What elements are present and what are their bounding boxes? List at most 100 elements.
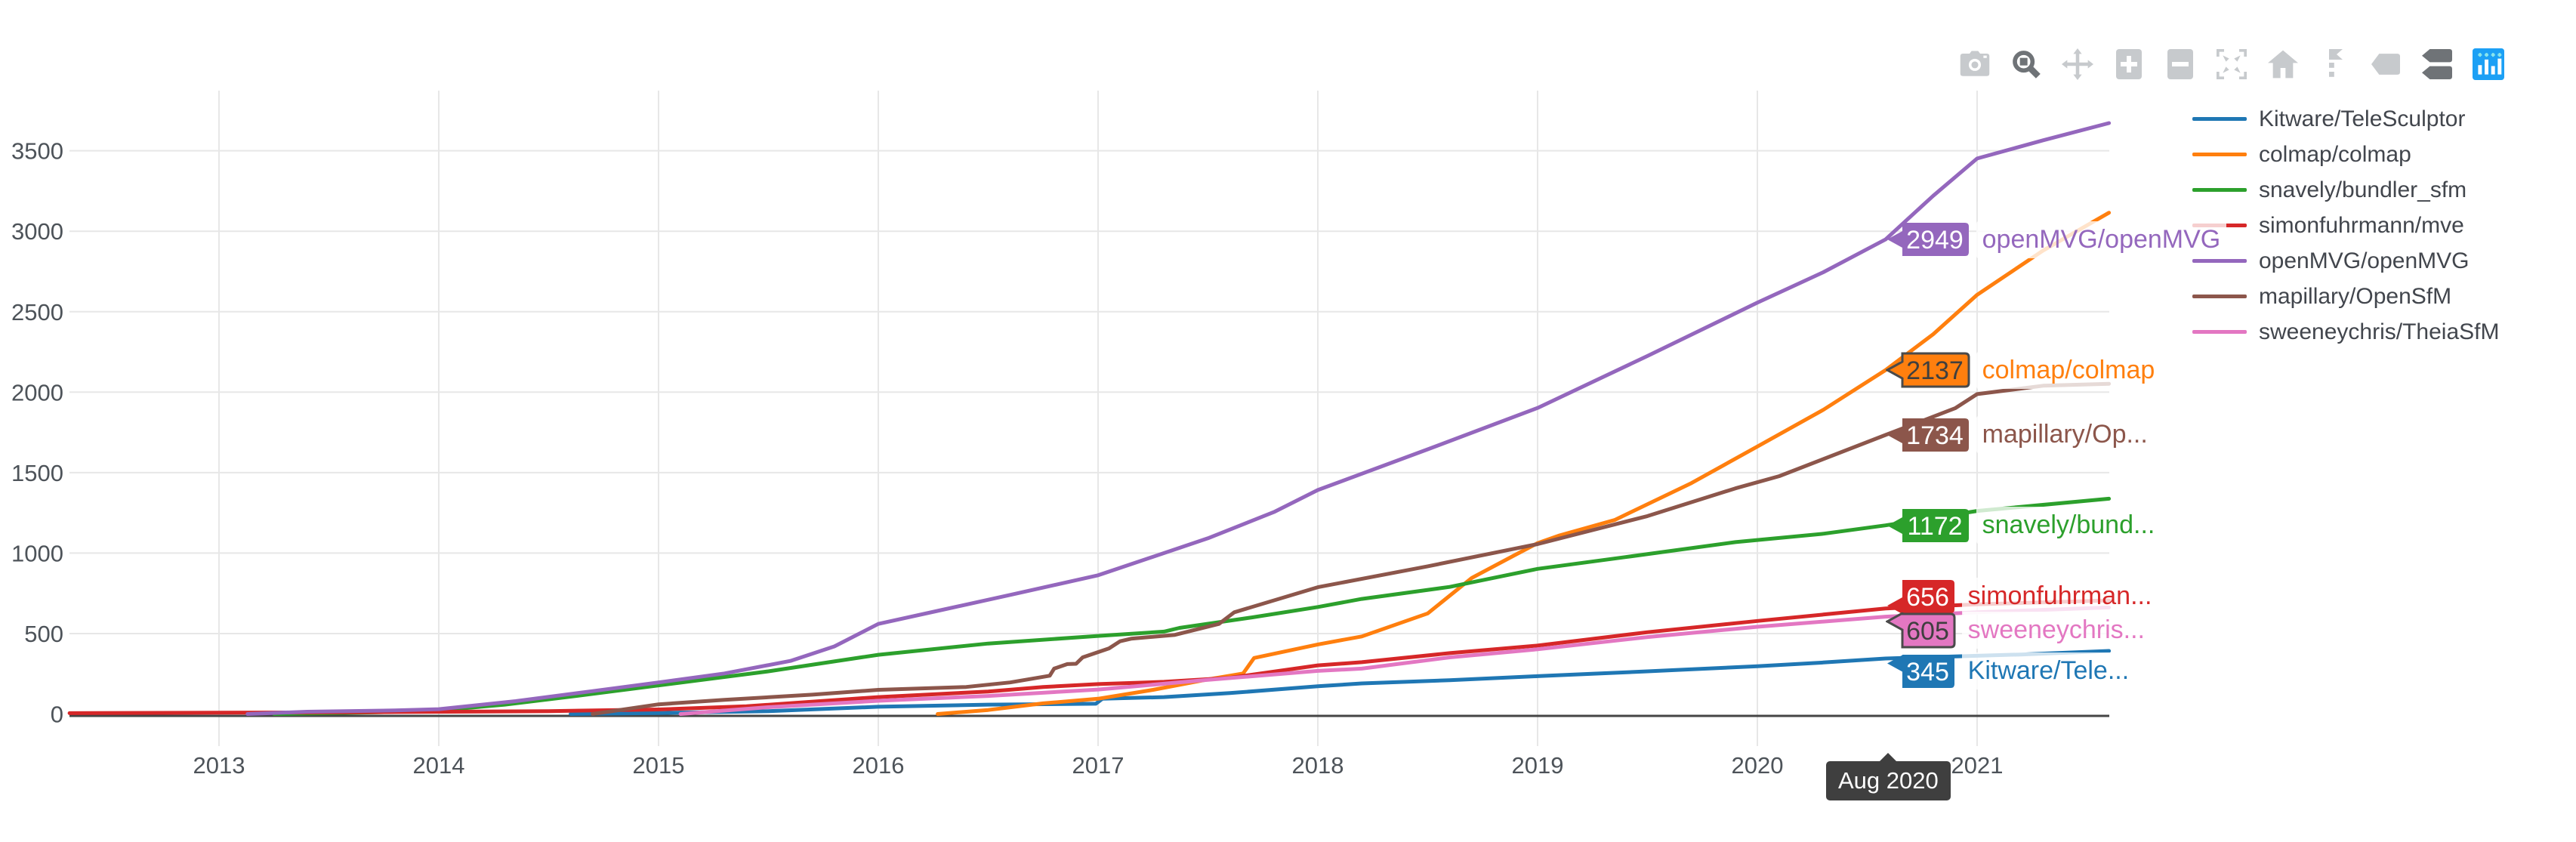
legend-item-snavely-bundler-sfm[interactable]: snavely/bundler_sfm: [2192, 172, 2499, 208]
autoscale-icon[interactable]: [2216, 48, 2247, 80]
badge-value: 605: [1906, 617, 1949, 646]
annotation-repo-label: colmap/colmap: [1976, 351, 2161, 389]
badge-value: 345: [1906, 658, 1949, 686]
series-line-sweeneychris-theiasfm: [678, 605, 2112, 716]
value-badge: 1734: [1886, 418, 1969, 452]
legend-item-label: colmap/colmap: [2259, 141, 2411, 167]
badge-value: 1172: [1907, 512, 1962, 541]
annotation-sweeneychris-: 605 sweeneychris...: [1885, 612, 2151, 649]
badge-value: 2949: [1906, 226, 1964, 254]
y-tick-label: 0: [51, 702, 63, 728]
annotation-repo-label: Kitware/Tele...: [1961, 652, 2136, 690]
legend-item-label: Kitware/TeleSculptor: [2259, 106, 2466, 131]
annotation-repo-label: mapillary/Op...: [1976, 416, 2154, 454]
y-tick-label: 1000: [11, 540, 63, 566]
badge-shape: [1886, 654, 1954, 688]
annotation-colmap-colmap: 2137 colmap/colmap: [1885, 351, 2161, 389]
legend-item-kitware-telesculptor[interactable]: Kitware/TeleSculptor: [2192, 101, 2499, 137]
badge-shape: [1885, 352, 1970, 388]
series-lines: [67, 121, 2112, 716]
legend-item-openmvg-openmvg[interactable]: openMVG/openMVG: [2192, 243, 2499, 279]
annotation-repo-label: snavely/bund...: [1976, 507, 2161, 544]
value-badge: 1172: [1886, 508, 1969, 542]
badge-shape: [1886, 223, 1969, 257]
legend-line-sample: [2192, 188, 2247, 192]
badge-value: 656: [1906, 583, 1949, 612]
series-line-mapillary-opensfm: [591, 381, 2112, 716]
modebar-group-1: [2113, 48, 2299, 80]
x-tick-label: 2014: [413, 752, 465, 779]
x-tick-label: 2018: [1292, 752, 1344, 779]
annotation-kitware-tele-: 345 Kitware/Tele...: [1886, 652, 2136, 690]
annotation-openmvg-openmvg: 2949 openMVG/openMVG: [1886, 221, 2227, 258]
value-badge: 656: [1886, 579, 1954, 614]
legend-item-label: openMVG/openMVG: [2259, 248, 2470, 273]
series-line-colmap-colmap: [936, 211, 2112, 716]
annotation-mapillary-op-: 1734 mapillary/Op...: [1886, 416, 2154, 454]
hover-caret: [1879, 753, 1898, 762]
badge-shape: [1886, 508, 1969, 542]
badge-shape: [1886, 579, 1954, 614]
series-line-kitware-telesculptor: [569, 649, 2112, 716]
zoom-in-icon[interactable]: [2113, 48, 2145, 80]
zoom-icon[interactable]: [2010, 48, 2042, 80]
legend-item-sweeneychris-theiasfm[interactable]: sweeneychris/TheiaSfM: [2192, 314, 2499, 350]
plotly-logo-icon[interactable]: [2473, 48, 2504, 80]
value-badge: 345: [1886, 654, 1954, 688]
plotly-modebar: [1959, 48, 2524, 80]
legend-item-label: mapillary/OpenSfM: [2259, 283, 2452, 309]
modebar-group-3: [2473, 48, 2504, 80]
hover-compare-icon[interactable]: [2421, 48, 2453, 80]
modebar-group-0: [1959, 48, 2093, 80]
annotation-repo-label: sweeneychris...: [1961, 612, 2151, 649]
legend-line-sample: [2192, 259, 2247, 263]
badge-value: 2137: [1906, 356, 1964, 385]
annotation-simonfuhrman-: 656 simonfuhrman...: [1886, 578, 2158, 615]
series-line-openmvg-openmvg: [245, 121, 2112, 716]
legend-line-sample: [2192, 330, 2247, 334]
annotation-repo-label: simonfuhrman...: [1961, 578, 2158, 615]
legend-item-label: sweeneychris/TheiaSfM: [2259, 319, 2500, 344]
legend-item-colmap-colmap[interactable]: colmap/colmap: [2192, 137, 2499, 172]
hover-date-text: Aug 2020: [1838, 767, 1939, 794]
legend-item-label: simonfuhrmann/mve: [2259, 212, 2464, 238]
tick-labels: 0 500 1000 1500 2000 2500 3000 3500 2013 2014 2015…: [11, 138, 2003, 779]
legend-line-sample: [2192, 295, 2247, 298]
modebar-group-2: [2318, 48, 2453, 80]
badge-value: 1734: [1906, 421, 1964, 450]
x-tick-label: 2019: [1512, 752, 1564, 779]
legend-line-sample: [2192, 117, 2247, 121]
camera-icon[interactable]: [1959, 48, 1991, 80]
annotation-snavely-bund-: 1172 snavely/bund...: [1886, 507, 2161, 544]
x-tick-label: 2017: [1072, 752, 1124, 779]
legend-item-mapillary-opensfm[interactable]: mapillary/OpenSfM: [2192, 279, 2499, 314]
x-axis-hover-label: Aug 2020: [1826, 753, 1951, 800]
legend: Kitware/TeleSculptor colmap/colmap snavely…: [2192, 101, 2499, 350]
x-tick-label: 2021: [1951, 752, 2004, 779]
y-tick-label: 2000: [11, 379, 63, 406]
home-icon[interactable]: [2267, 48, 2299, 80]
value-badge: 2137: [1885, 352, 1970, 388]
zoom-out-icon[interactable]: [2164, 48, 2196, 80]
x-tick-label: 2016: [853, 752, 905, 779]
x-tick-label: 2013: [193, 752, 245, 779]
pan-icon[interactable]: [2062, 48, 2093, 80]
hover-closest-icon[interactable]: [2370, 48, 2402, 80]
legend-item-simonfuhrmann-mve[interactable]: simonfuhrmann/mve: [2192, 208, 2499, 243]
y-tick-label: 3500: [11, 138, 63, 165]
y-tick-label: 500: [24, 621, 63, 647]
badge-shape: [1886, 418, 1969, 452]
legend-item-label: snavely/bundler_sfm: [2259, 177, 2467, 202]
value-badge: 605: [1885, 612, 1956, 649]
annotation-repo-label: openMVG/openMVG: [1976, 221, 2227, 258]
y-tick-label: 3000: [11, 218, 63, 245]
y-tick-label: 1500: [11, 460, 63, 486]
value-badge: 2949: [1886, 223, 1969, 257]
spikelines-icon[interactable]: [2318, 48, 2350, 80]
plot-area[interactable]: [69, 89, 2109, 717]
series-line-snavely-bundler-sfm: [272, 496, 2112, 716]
gridlines: [69, 91, 2109, 746]
badge-shape: [1885, 612, 1956, 649]
